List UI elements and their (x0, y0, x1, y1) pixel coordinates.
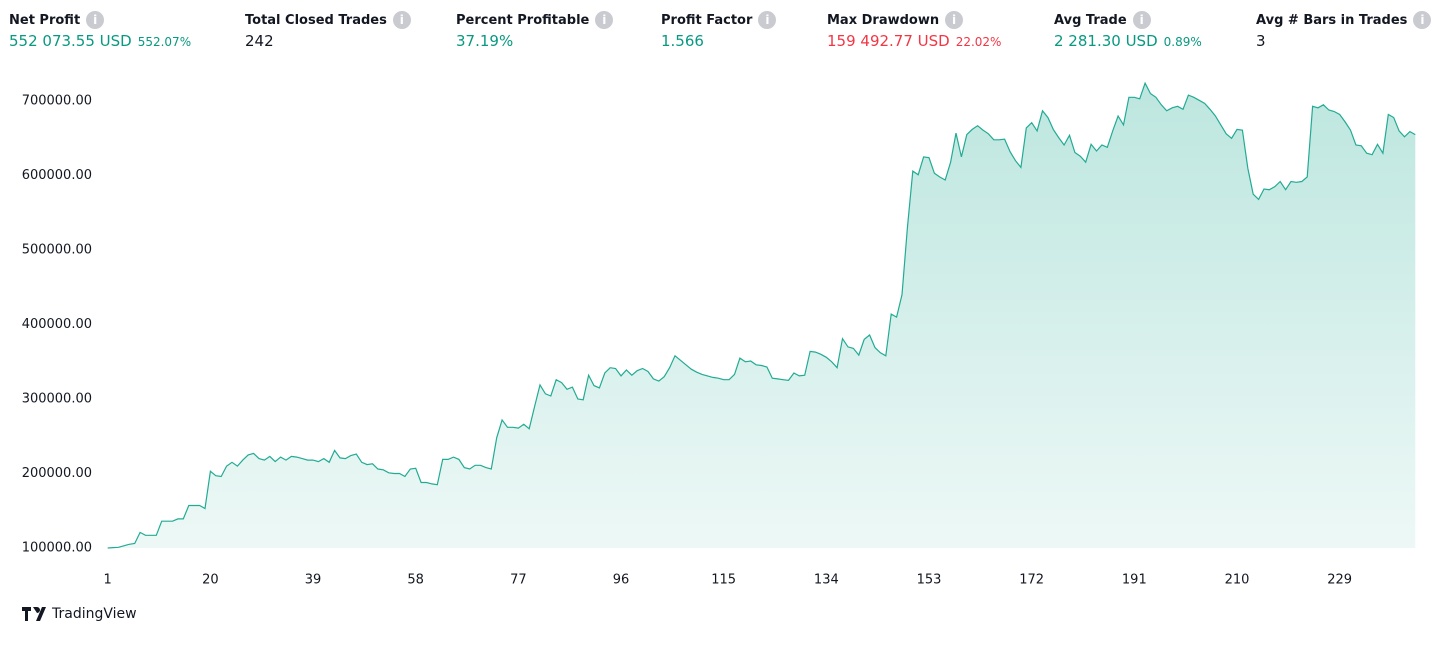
y-tick-label: 100000.00 (22, 541, 92, 556)
x-tick-label: 39 (305, 573, 322, 588)
x-tick-label: 172 (1019, 573, 1044, 588)
stat-label-text: Avg # Bars in Trades (1256, 12, 1408, 28)
stat-label: Max Drawdown i (827, 10, 1001, 30)
stat: Max Drawdown i 159 492.77 USD 22.02% (827, 10, 1001, 50)
logo (22, 607, 46, 621)
stat-value: 1.566 (661, 32, 776, 50)
x-tick-label: 77 (510, 573, 527, 588)
info-icon[interactable]: i (86, 11, 105, 29)
x-tick-label: 58 (407, 573, 424, 588)
x-tick-label: 229 (1327, 573, 1352, 588)
stat-value: 242 (245, 32, 411, 50)
stat-label: Avg # Bars in Trades i (1256, 10, 1432, 30)
stat-value-text: 37.19% (456, 32, 514, 50)
stat-label-text: Avg Trade (1054, 12, 1127, 28)
y-tick-label: 700000.00 (22, 94, 92, 109)
stat-value-text: 159 492.77 USD (827, 32, 950, 50)
x-tick-label: 20 (202, 573, 219, 588)
y-tick-label: 600000.00 (22, 168, 92, 183)
info-icon[interactable]: i (1132, 11, 1151, 29)
x-tick-label: 191 (1122, 573, 1147, 588)
stat: Percent Profitable i 37.19% (456, 10, 614, 50)
stat: Total Closed Trades i 242 (245, 10, 411, 50)
footer: TradingView (22, 606, 137, 622)
x-tick-label: 96 (613, 573, 630, 588)
stat-label-text: Total Closed Trades (245, 12, 387, 28)
stat-value: 3 (1256, 32, 1431, 50)
stat-label: Total Closed Trades i (245, 10, 411, 30)
stat-label-text: Percent Profitable (456, 12, 590, 28)
stat-value: 159 492.77 USD 22.02% (827, 32, 1001, 50)
y-tick-label: 300000.00 (22, 392, 92, 407)
stat-value-text: 242 (245, 32, 274, 50)
stat-percent: 552.07% (137, 35, 192, 49)
stat: Avg Trade i 2 281.30 USD 0.89% (1054, 10, 1202, 50)
info-icon[interactable]: i (945, 11, 964, 29)
stat-label-text: Profit Factor (661, 12, 753, 28)
stat-label: Avg Trade i (1054, 10, 1202, 30)
y-tick-label: 500000.00 (22, 243, 92, 258)
stat-value: 552 073.55 USD 552.07% (9, 32, 191, 50)
info-icon[interactable]: i (1413, 11, 1432, 29)
stat-label: Net Profit i (9, 10, 191, 30)
stat-value-text: 2 281.30 USD (1054, 32, 1158, 50)
x-tick-label: 115 (711, 573, 736, 588)
info-icon[interactable]: i (758, 11, 777, 29)
stat: Net Profit i 552 073.55 USD 552.07% (9, 10, 191, 50)
chart: 100000.00 200000.00 300000.00 400000.00 5000… (22, 81, 1416, 588)
stat-percent: 0.89% (1163, 35, 1202, 49)
equity-line (107, 81, 1416, 549)
x-tick-label: 134 (814, 573, 839, 588)
y-tick-label: 400000.00 (22, 317, 92, 332)
footer-text: TradingView (52, 606, 137, 622)
stat-label: Profit Factor i (661, 10, 777, 30)
x-tick-label: 1 (104, 573, 112, 588)
stat-value-text: 3 (1256, 32, 1266, 50)
stat-value: 2 281.30 USD 0.89% (1054, 32, 1202, 50)
stat-percent: 22.02% (955, 35, 1002, 49)
stat-value: 37.19% (456, 32, 613, 50)
stat-value-text: 552 073.55 USD (9, 32, 132, 50)
stat-label-text: Net Profit (9, 12, 81, 28)
y-tick-label: 200000.00 (22, 466, 92, 481)
area-fill (107, 83, 1416, 548)
stat-value-text: 1.566 (661, 32, 704, 50)
info-icon[interactable]: i (392, 11, 411, 29)
stat: Avg # Bars in Trades i 3 (1256, 10, 1432, 50)
stat: Profit Factor i 1.566 (661, 10, 777, 50)
stat-label-text: Max Drawdown (827, 12, 940, 28)
x-tick-label: 153 (917, 573, 942, 588)
x-tick-label: 210 (1225, 573, 1250, 588)
stat-label: Percent Profitable i (456, 10, 614, 30)
info-icon[interactable]: i (595, 11, 614, 29)
